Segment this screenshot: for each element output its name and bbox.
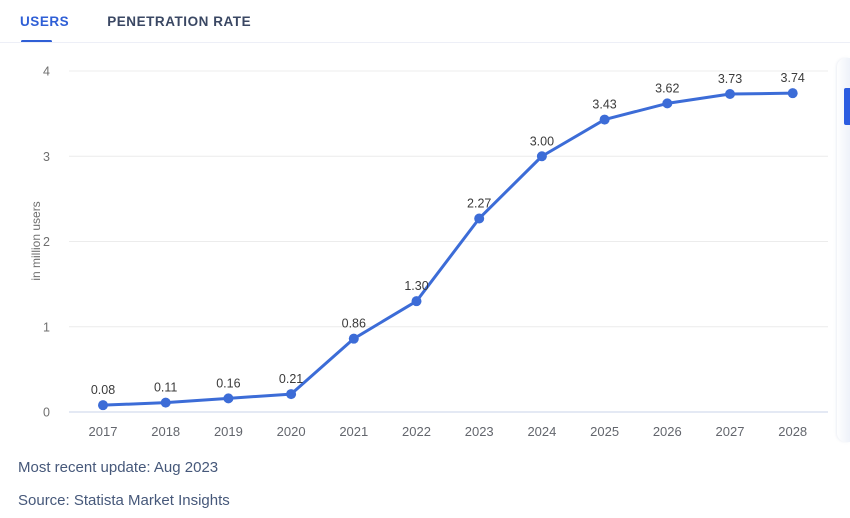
data-point-label: 2.27 [467, 196, 491, 210]
data-point[interactable] [787, 88, 798, 99]
data-point[interactable] [725, 89, 735, 100]
line-chart-svg: 0 1 2 3 4 2017 2018 2019 2020 2021 2022 2023 2024 202… [29, 65, 828, 439]
data-point-label: 0.86 [342, 317, 366, 331]
data-point[interactable] [223, 393, 234, 404]
chart-area: 0 1 2 3 4 2017 2018 2019 2020 2021 2022 2023 2024 202… [0, 55, 850, 447]
series-line [101, 91, 795, 407]
data-point-label: 0.16 [216, 376, 240, 390]
data-point[interactable] [411, 296, 422, 307]
data-point[interactable] [348, 333, 359, 344]
data-point-label: 0.21 [279, 372, 303, 386]
data-point[interactable] [662, 98, 673, 109]
tab-users-label: USERS [20, 13, 70, 29]
y-axis-tick-label: 2 [43, 235, 50, 249]
data-point-label: 3.62 [655, 81, 679, 95]
data-point-label: 3.00 [530, 134, 554, 148]
x-axis-tick-label: 2023 [465, 424, 494, 439]
x-axis-tick-label: 2021 [339, 424, 368, 439]
x-axis-tick-label: 2025 [590, 424, 619, 439]
tab-penetration-rate[interactable]: PENETRATION RATE [107, 0, 251, 42]
data-point-label: 3.43 [592, 98, 616, 112]
active-tab-underline [21, 40, 52, 43]
data-point[interactable] [474, 213, 485, 224]
y-axis-title: in million users [29, 201, 43, 280]
last-update-note: Most recent update: Aug 2023 [18, 459, 219, 476]
data-point-label: 0.08 [91, 383, 115, 397]
tab-users[interactable]: USERS [20, 0, 70, 43]
data-point-label: 3.74 [781, 71, 805, 85]
y-axis-tick-label: 3 [43, 150, 50, 164]
x-axis-tick-label: 2027 [716, 424, 745, 439]
data-point-label: 3.73 [718, 72, 742, 86]
x-axis-tick-label: 2020 [277, 424, 306, 439]
next-slide-peek[interactable] [837, 58, 850, 442]
x-axis-tick-label: 2018 [151, 424, 180, 439]
y-axis-tick-label: 4 [43, 65, 50, 79]
tab-divider [0, 42, 850, 43]
x-axis-tick-label: 2028 [778, 424, 807, 439]
data-point[interactable] [160, 397, 171, 408]
data-point[interactable] [536, 151, 547, 162]
x-axis-tick-label: 2017 [89, 424, 118, 439]
tab-penetration-rate-label: PENETRATION RATE [107, 13, 252, 29]
y-axis-tick-label: 1 [43, 320, 50, 334]
data-point-label: 1.30 [404, 279, 428, 293]
x-axis-tick-label: 2026 [653, 424, 682, 439]
y-axis-tick-label: 0 [43, 406, 50, 420]
data-point[interactable] [599, 114, 610, 125]
data-point[interactable] [98, 400, 108, 411]
source-note: Source: Statista Market Insights [18, 492, 230, 509]
tab-bar: USERS PENETRATION RATE [0, 0, 850, 43]
x-axis-tick-label: 2024 [527, 424, 556, 439]
next-slide-blue-bar [844, 88, 850, 125]
x-axis-tick-label: 2022 [402, 424, 431, 439]
data-point-label: 0.11 [154, 381, 177, 395]
x-axis-tick-label: 2019 [214, 424, 243, 439]
data-point[interactable] [286, 389, 297, 400]
